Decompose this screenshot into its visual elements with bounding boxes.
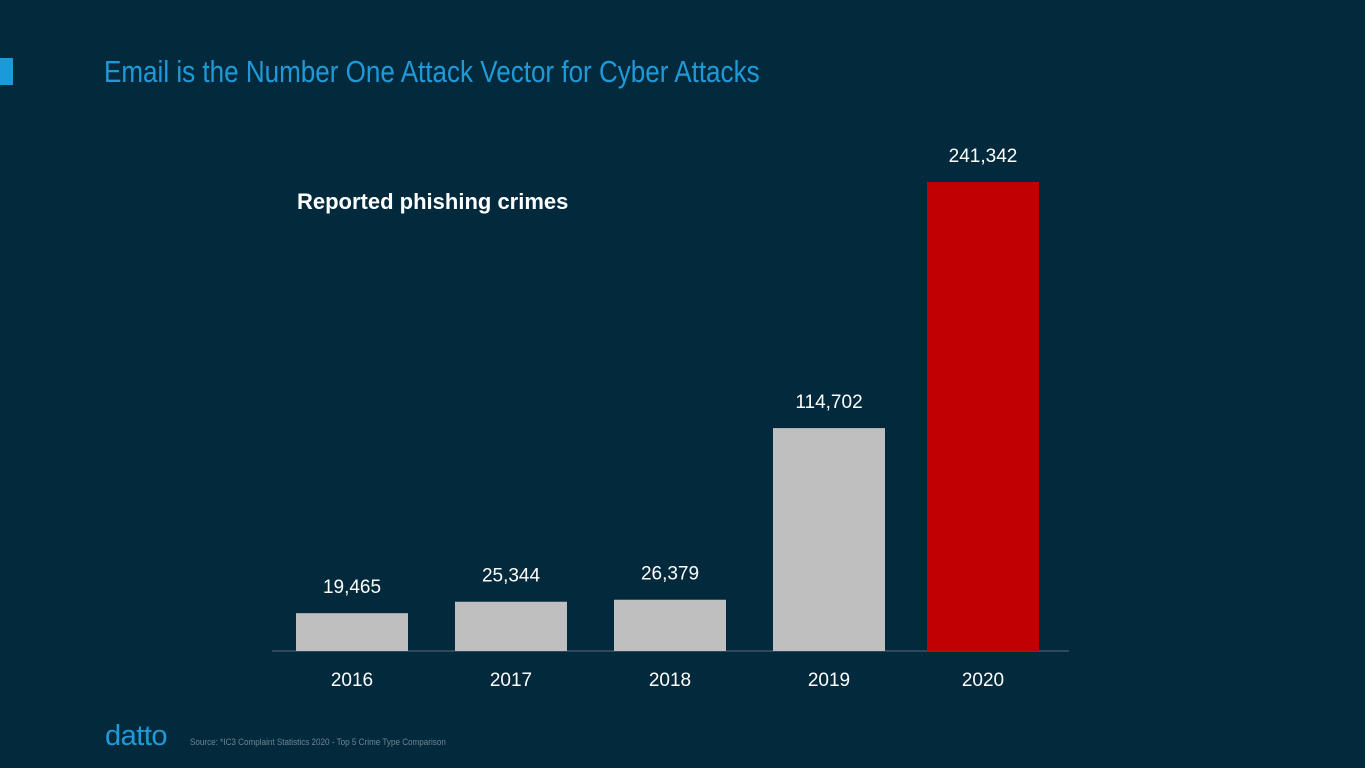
bar-2016 <box>296 613 408 651</box>
tick-label-2020: 2020 <box>962 670 1004 691</box>
value-label-2020: 241,342 <box>949 146 1018 167</box>
value-label-2017: 25,344 <box>482 566 541 587</box>
bar-2017 <box>455 601 567 651</box>
source-note: Source: *IC3 Complaint Statistics 2020 -… <box>190 737 446 747</box>
bar-2018 <box>614 599 726 651</box>
tick-label-2018: 2018 <box>649 670 691 691</box>
bar-2019 <box>773 428 885 651</box>
chart-title: Reported phishing crimes <box>297 189 568 214</box>
tick-label-2016: 2016 <box>331 670 373 691</box>
value-label-2016: 19,465 <box>323 577 381 598</box>
slide-title: Email is the Number One Attack Vector fo… <box>104 54 760 89</box>
datto-logo: datto <box>105 720 168 752</box>
tick-label-2017: 2017 <box>490 670 532 691</box>
value-label-2019: 114,702 <box>795 392 862 413</box>
bar-2020 <box>927 182 1039 651</box>
title-accent-bar <box>0 58 13 85</box>
value-label-2018: 26,379 <box>641 564 699 585</box>
tick-label-2019: 2019 <box>808 670 850 691</box>
